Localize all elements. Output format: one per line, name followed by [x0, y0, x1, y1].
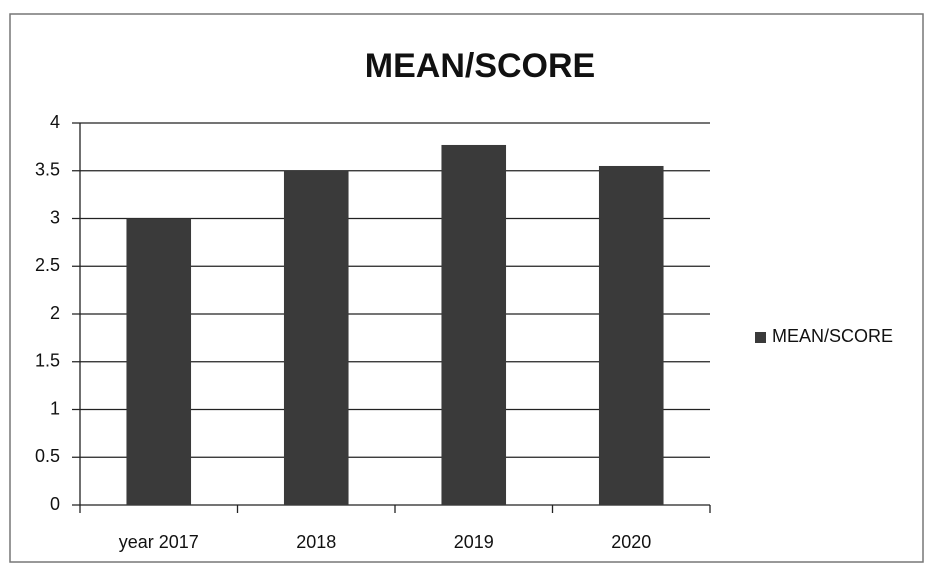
bar [126, 218, 192, 505]
y-tick-label: 4 [50, 112, 60, 132]
x-tick-label: year 2017 [119, 532, 199, 552]
chart-title: MEAN/SCORE [365, 47, 595, 85]
y-tick-label: 2 [50, 303, 60, 323]
y-tick-label: 0 [50, 494, 60, 514]
legend-label: MEAN/SCORE [772, 326, 893, 346]
y-tick-label: 1 [50, 398, 60, 418]
y-tick-label: 3 [50, 207, 60, 227]
x-tick-label: 2018 [296, 532, 336, 552]
y-tick-label: 3.5 [35, 160, 60, 180]
bar [283, 170, 349, 505]
bar [441, 144, 507, 505]
bar [598, 165, 664, 505]
y-tick-label: 1.5 [35, 351, 60, 371]
x-tick-label: 2020 [611, 532, 651, 552]
legend-swatch [755, 332, 766, 343]
y-tick-label: 2.5 [35, 255, 60, 275]
y-tick-label: 0.5 [35, 446, 60, 466]
x-tick-label: 2019 [454, 532, 494, 552]
